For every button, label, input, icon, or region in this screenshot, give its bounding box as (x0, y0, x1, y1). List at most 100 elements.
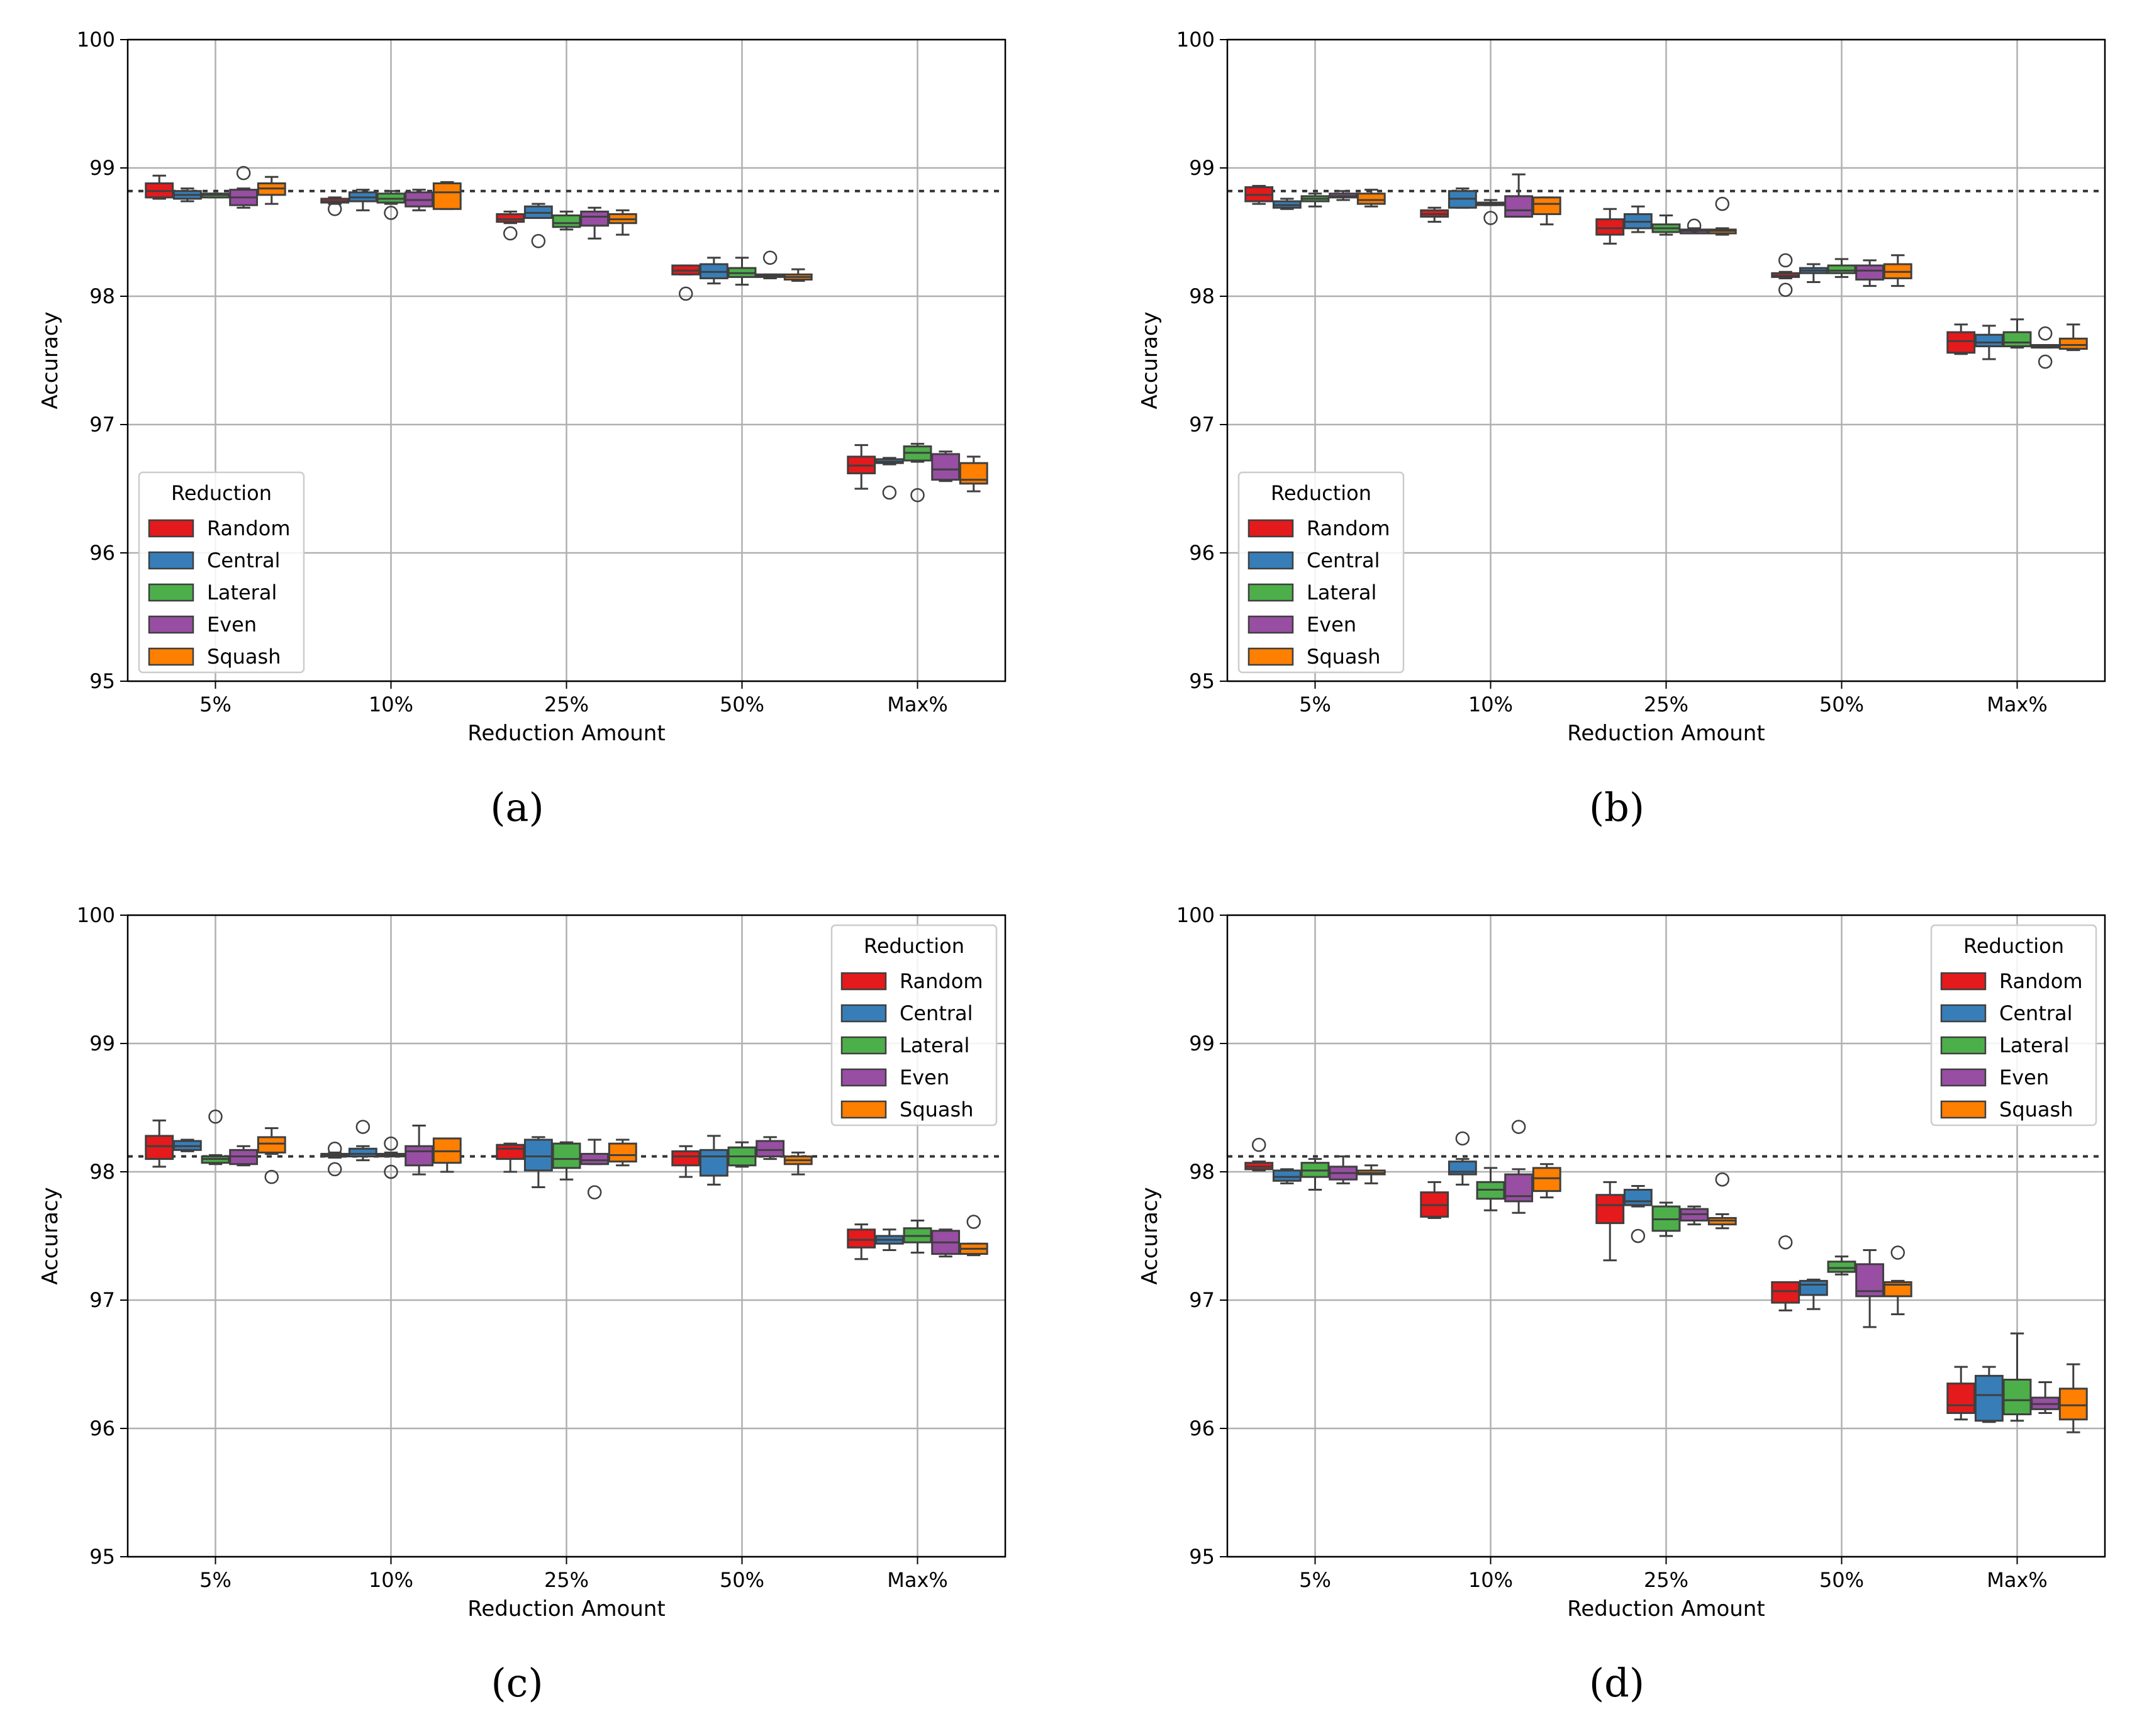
legend-title: Reduction (864, 934, 964, 958)
legend-swatch-random (1247, 519, 1294, 538)
legend-swatch-central (1940, 1004, 1987, 1023)
box-iqr (145, 1135, 174, 1160)
y-tick-label: 99 (89, 1032, 115, 1055)
box-central-25% (1623, 1184, 1653, 1244)
box-iqr (1771, 1281, 1800, 1304)
x-tick-label: 5% (199, 693, 232, 716)
box-iqr (2002, 331, 2032, 348)
subplot-d: 95 96 97 98 99 100 5% 10% 25% 50% Max% Reduction Am… (1137, 903, 2106, 1706)
y-tick-label: 96 (89, 541, 115, 565)
box-central-Max% (1974, 325, 2004, 360)
box-even-25% (580, 206, 610, 240)
box-even-5% (1329, 190, 1358, 201)
x-tick-label: 25% (1644, 693, 1688, 716)
box-squash-5% (257, 1127, 286, 1184)
box-iqr (847, 1228, 876, 1249)
x-tick-label: 10% (1468, 1568, 1513, 1592)
box-even-50% (1855, 259, 1885, 287)
box-even-25% (580, 1138, 610, 1199)
box-lateral-10% (376, 190, 406, 220)
box-lateral-50% (727, 257, 757, 286)
y-axis-label: Accuracy (38, 1187, 63, 1284)
box-central-50% (1799, 1278, 1828, 1310)
box-squash-25% (608, 209, 637, 236)
box-central-25% (523, 203, 553, 248)
legend-label-even: Even (207, 613, 257, 637)
box-iqr (1799, 1279, 1828, 1296)
box-iqr (1504, 1173, 1534, 1203)
box-lateral-25% (1651, 214, 1681, 236)
legend-title: Reduction (171, 481, 272, 505)
legend-swatch-squash (1247, 647, 1294, 666)
box-squash-10% (1532, 1163, 1561, 1199)
box-iqr (580, 1152, 610, 1166)
box-central-5% (1272, 1168, 1302, 1184)
legend-swatch-central (148, 551, 194, 570)
x-tick-label: 5% (199, 1568, 232, 1592)
legend-swatch-even (1247, 615, 1294, 634)
box-iqr (348, 1147, 377, 1158)
plot-frame (1226, 914, 2106, 1558)
box-iqr (1272, 1169, 1302, 1182)
x-tick-label: 25% (1644, 1568, 1688, 1592)
box-iqr (1504, 195, 1534, 218)
legend-swatch-squash (1940, 1100, 1987, 1119)
box-iqr (1532, 196, 1561, 215)
y-tick-label: 97 (1189, 1288, 1215, 1312)
outlier-point (587, 1185, 602, 1199)
box-even-Max% (931, 450, 961, 482)
legend-title: Reduction (1963, 934, 2064, 958)
box-iqr (496, 1143, 525, 1160)
box-iqr (552, 1142, 581, 1169)
box-random-25% (1595, 208, 1625, 245)
outlier-point (1715, 196, 1730, 211)
outlier-point (327, 1142, 342, 1156)
legend-swatch-random (840, 972, 887, 991)
legend-swatch-lateral (840, 1036, 887, 1055)
box-even-50% (756, 250, 785, 279)
legend-label-central: Central (1307, 548, 1380, 572)
x-tick-label: 25% (544, 1568, 589, 1592)
legend-label-lateral: Lateral (1999, 1033, 2069, 1057)
box-iqr (931, 453, 961, 481)
x-axis-label: Reduction Amount (1567, 1596, 1765, 1622)
outlier-point (2038, 326, 2053, 341)
outlier-point (531, 234, 546, 248)
box-iqr (2058, 1388, 2088, 1421)
y-tick-label: 97 (89, 413, 115, 437)
box-iqr (257, 1136, 286, 1154)
box-squash-Max% (2058, 1363, 2088, 1433)
y-tick-label: 100 (1176, 903, 1215, 927)
box-central-50% (699, 257, 728, 285)
box-random-50% (1771, 253, 1800, 298)
box-even-50% (756, 1136, 785, 1160)
y-axis-label: Accuracy (38, 311, 63, 409)
legend-label-squash: Squash (900, 1098, 973, 1121)
outlier-point (503, 226, 518, 241)
x-tick-label: 10% (1468, 693, 1513, 716)
box-lateral-Max% (2002, 318, 2032, 349)
x-tick-label: Max% (1987, 693, 2048, 716)
y-tick-label: 99 (1189, 156, 1215, 180)
legend-swatch-random (1940, 972, 1987, 991)
subplot-c: 95 96 97 98 99 100 5% 10% 25% 50% Max% Reduction Am… (38, 903, 1007, 1706)
subplot-caption: (c) (491, 1660, 543, 1706)
y-tick-label: 95 (89, 1545, 115, 1569)
legend-swatch-lateral (1940, 1036, 1987, 1055)
box-squash-50% (1883, 254, 1912, 287)
box-central-Max% (874, 457, 904, 500)
outlier-point (910, 487, 925, 503)
box-even-5% (229, 1145, 259, 1167)
x-axis-label: Reduction Amount (467, 721, 665, 746)
box-squash-50% (783, 1151, 813, 1176)
box-central-10% (1448, 1131, 1477, 1186)
box-random-10% (1420, 206, 1449, 223)
box-iqr (1595, 1194, 1625, 1225)
legend-swatch-central (840, 1004, 887, 1023)
box-random-5% (145, 174, 174, 200)
box-random-5% (1244, 1137, 1274, 1172)
box-even-5% (229, 165, 259, 209)
plot-frame (126, 914, 1007, 1558)
box-lateral-25% (552, 210, 581, 231)
